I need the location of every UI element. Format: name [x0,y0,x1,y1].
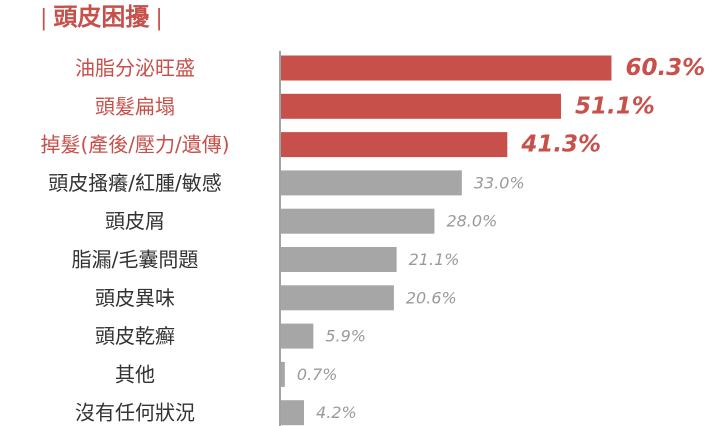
data-label: 41.3% [520,132,601,158]
category-label: 油脂分泌旺盛 [75,56,195,80]
category-label: 頭髮扁塌 [95,94,175,118]
bar [281,132,508,158]
bar [281,93,562,119]
data-label: 20.6% [406,288,457,307]
category-label: 頭皮屑 [105,209,165,233]
data-label: 33.0% [474,173,525,192]
category-label: 脂漏/毛囊問題 [72,248,199,272]
bar [281,361,285,387]
title-right-bar: | [155,6,163,31]
title-left-bar: | [40,6,48,31]
bar [281,285,394,311]
chart-title: 頭皮困擾 [53,2,150,31]
bar [281,247,397,272]
category-label: 其他 [115,362,155,386]
data-label: 21.1% [409,250,460,269]
data-label: 4.2% [316,403,357,422]
category-label: 沒有任何狀況 [75,401,195,425]
bar [281,323,314,349]
bar [281,400,305,426]
data-label: 0.7% [297,365,338,384]
bar [281,208,435,234]
bar [281,170,462,196]
chart-title-block: | 頭皮困擾 | [34,0,169,34]
category-label: 頭皮異味 [95,286,175,310]
category-label: 掉髮(產後/壓力/遺傳) [40,133,229,157]
bar [281,55,612,81]
data-label: 51.1% [575,93,655,119]
data-label: 28.0% [446,212,497,231]
category-label: 頭皮搔癢/紅腫/敏感 [48,171,221,195]
category-label: 頭皮乾癬 [95,324,175,348]
data-label: 60.3% [625,55,705,81]
data-label: 5.9% [325,327,366,346]
